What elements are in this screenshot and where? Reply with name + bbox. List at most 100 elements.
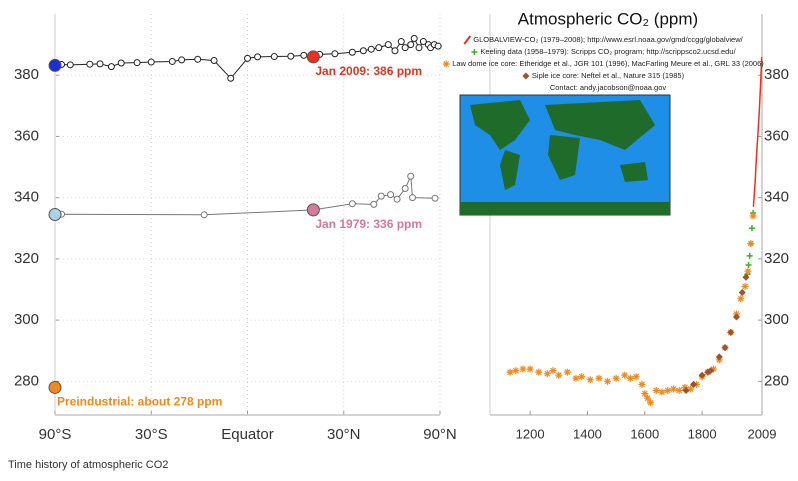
data-point <box>300 51 308 59</box>
data-point <box>415 44 423 52</box>
data-point <box>200 211 208 219</box>
data-point <box>384 41 392 49</box>
y-tick-label: 360 <box>764 127 789 144</box>
data-point <box>387 191 395 199</box>
data-point <box>675 387 683 395</box>
data-point <box>732 313 740 321</box>
y-tick-label: 380 <box>14 66 39 83</box>
data-point <box>512 367 520 375</box>
legend-marker <box>522 72 530 80</box>
data-point <box>572 374 580 382</box>
data-point <box>391 47 399 55</box>
x-tick-label: 30°S <box>135 426 168 443</box>
data-point <box>194 55 202 63</box>
data-point <box>710 365 718 373</box>
data-point <box>178 56 186 64</box>
x-tick-label: 1400 <box>573 426 602 441</box>
data-point <box>687 385 695 393</box>
data-point <box>526 365 534 373</box>
data-point <box>604 377 612 385</box>
data-point <box>117 59 125 67</box>
data-point <box>66 61 74 69</box>
data-point <box>210 57 218 65</box>
data-point <box>535 368 543 376</box>
data-point <box>741 282 749 290</box>
data-point <box>397 38 405 46</box>
data-point <box>742 273 750 281</box>
y-tick-label: 300 <box>764 311 789 328</box>
x-tick-label: 1600 <box>630 426 659 441</box>
data-point <box>409 194 417 202</box>
y-tick-label: 320 <box>14 250 39 267</box>
data-point <box>168 57 176 65</box>
data-point <box>287 52 295 60</box>
data-point <box>549 367 557 375</box>
data-point <box>407 172 415 180</box>
data-point <box>707 367 715 375</box>
data-point <box>401 44 409 52</box>
data-point <box>578 373 586 381</box>
series-line <box>752 56 763 207</box>
x-tick-label: 1200 <box>516 426 545 441</box>
map-land <box>470 100 530 150</box>
data-point <box>652 387 660 395</box>
map-land <box>545 100 655 150</box>
annotation: Jan 1979: 336 ppm <box>315 217 422 231</box>
data-point <box>348 48 356 56</box>
legend-label: Keeling data (1958–1979): Scripps CO₂ pr… <box>480 47 736 56</box>
y-tick-label: 300 <box>14 311 39 328</box>
x-tick-label: 90°N <box>423 426 457 443</box>
legend-label: Law dome ice core: Etheridge et al., JGR… <box>452 59 764 68</box>
data-point <box>681 383 689 391</box>
data-point <box>147 58 155 66</box>
x-tick-label: 2009 <box>748 426 777 441</box>
data-point <box>407 41 415 49</box>
y-tick-label: 340 <box>764 189 789 206</box>
data-point <box>519 365 527 373</box>
data-point <box>744 267 752 275</box>
data-point <box>431 194 439 202</box>
data-point <box>595 374 603 382</box>
map-land <box>620 162 648 182</box>
data-point <box>745 262 752 269</box>
data-point <box>658 388 666 396</box>
data-point <box>721 344 729 352</box>
map-inset <box>459 94 671 216</box>
legend-marker <box>442 60 450 68</box>
contact: Contact: andy.jacobson@noaa.gov <box>550 83 667 92</box>
data-point <box>669 385 677 393</box>
data-point <box>86 60 94 68</box>
data-point <box>632 373 640 381</box>
data-point <box>410 34 418 42</box>
data-point <box>698 371 706 379</box>
data-point <box>377 192 385 200</box>
map-land <box>548 135 580 180</box>
data-point <box>644 394 652 402</box>
data-point <box>612 374 620 382</box>
chart-title: Atmospheric CO₂ (ppm) <box>518 9 698 28</box>
x-tick-label: 90°S <box>39 426 72 443</box>
data-point <box>715 353 723 361</box>
caption: Time history of atmospheric CO2 <box>8 459 168 471</box>
data-point <box>107 63 115 71</box>
highlight-point <box>306 50 320 64</box>
data-point <box>133 59 141 67</box>
x-tick-label: 30°N <box>327 426 361 443</box>
data-point <box>748 225 755 232</box>
data-point <box>747 240 755 248</box>
data-point <box>270 53 278 61</box>
map-land <box>460 202 670 215</box>
data-point <box>359 47 367 55</box>
end-marker <box>48 58 62 72</box>
highlight-point <box>48 380 62 394</box>
data-point <box>626 374 634 382</box>
data-point <box>638 380 646 388</box>
data-point <box>664 387 672 395</box>
annotation: Jan 2009: 386 ppm <box>315 64 422 78</box>
data-point <box>419 38 427 46</box>
data-point <box>401 184 409 192</box>
data-point <box>331 50 339 58</box>
